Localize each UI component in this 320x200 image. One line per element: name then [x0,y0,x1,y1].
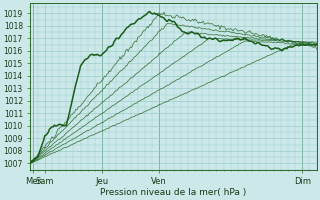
X-axis label: Pression niveau de la mer( hPa ): Pression niveau de la mer( hPa ) [100,188,247,197]
